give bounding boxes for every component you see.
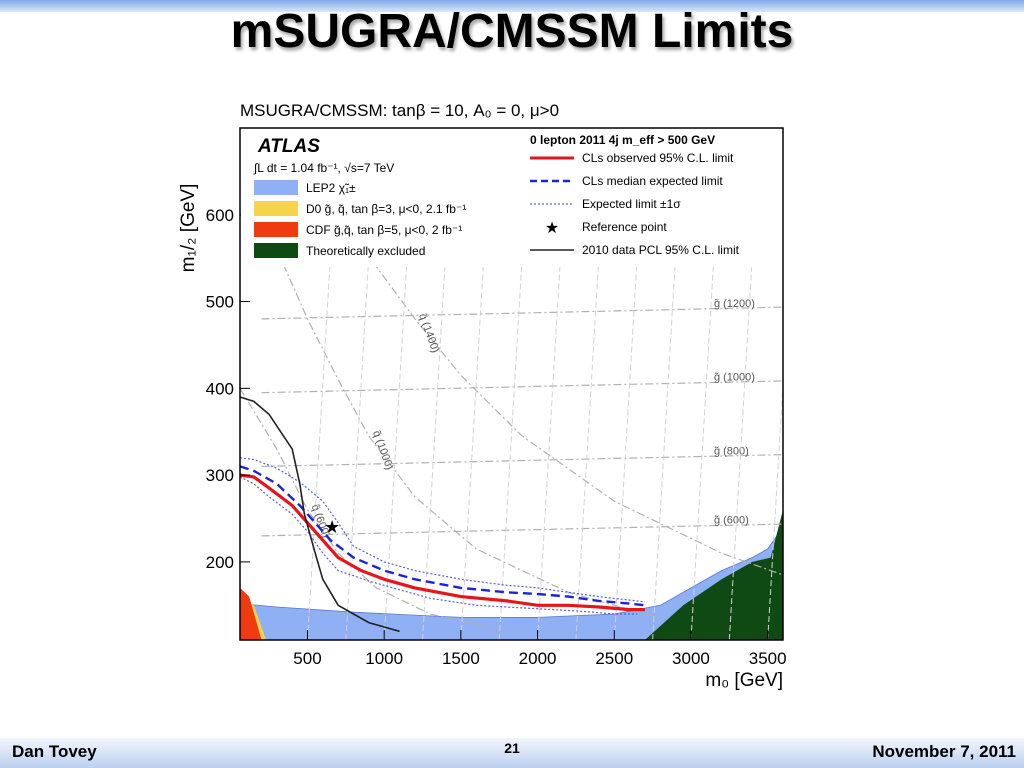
plot-frame [239,127,784,641]
legend-label-expected: CLs median expected limit [582,174,723,188]
gluino-contour-2 [261,380,783,394]
legend-background [241,129,782,267]
region-theory [644,509,783,640]
squark-contour-1 [276,249,661,619]
series-line-3 [240,476,638,615]
bottom-bar [0,738,1024,768]
y-tick-label-400: 400 [206,379,234,398]
x-tick-label-1500: 1500 [442,649,480,668]
series-line-2 [240,457,645,603]
x-tick-label-3000: 3000 [672,649,710,668]
gluino-contour-label-0: g̃ (600) [714,515,749,527]
gluino-contour-label-2: g̃ (1000) [714,372,755,384]
x-tick-label-500: 500 [293,649,321,668]
y-tick-label-300: 300 [206,466,234,485]
x-tick-label-2500: 2500 [595,649,633,668]
footer-author: Dan Tovey [12,742,97,761]
legend-swatch-lep2 [254,180,298,195]
gluino-contour-3 [261,306,783,320]
chart-title: MSUGRA/CMSSM: tanβ = 10, A₀ = 0, μ>0 [240,101,559,120]
y-tick-label-600: 600 [206,206,234,225]
x-tick-label-2000: 2000 [519,649,557,668]
series-line-1 [240,465,646,607]
x-tick-label-1000: 1000 [365,649,403,668]
legend-label-pcl: 2010 data PCL 95% C.L. limit [582,243,740,257]
slide-title: mSUGRA/CMSSM Limits [230,5,794,58]
y-tick-label-500: 500 [206,293,234,312]
y-axis-label: m₁/₂ [GeV] [178,184,199,273]
top-bar [0,0,1024,12]
legend-label-observed: CLs observed 95% C.L. limit [582,151,734,165]
luminosity-label: ∫L dt = 1.04 fb⁻¹, √s=7 TeV [253,161,394,175]
legend-marker-star: ★ [545,218,559,237]
legend-swatch-d0 [254,201,298,216]
legend-label-band: Expected limit ±1σ [582,197,681,211]
legend-swatch-theory [254,243,298,258]
region-cdf [240,587,262,640]
x-axis-label: m₀ [GeV] [705,670,783,691]
exclusion-plot: MSUGRA/CMSSM: tanβ = 10, A₀ = 0, μ>0 q̃ … [172,88,808,694]
legend-swatch-cdf [254,222,298,237]
legend-label-cdf: CDF g̃,q̃, tan β=5, μ<0, 2 fb⁻¹ [306,223,462,237]
reference-point-star: ★ [324,517,340,538]
legend-label-theory: Theoretically excluded [306,244,425,258]
gluino-contour-1 [261,454,783,467]
legend-label-lep2: LEP2 χ̃₁± [306,181,356,195]
y-tick-label-200: 200 [206,553,234,572]
grid-line-m0-3500 [767,375,783,640]
legend-label-d0: D0 g̃, q̃, tan β=3, μ<0, 2.1 fb⁻¹ [306,202,466,216]
squark-contour-0 [240,387,508,632]
gluino-contour-label-1: g̃ (800) [714,445,749,457]
series-line-4 [240,396,400,633]
experiment-label: ATLAS [257,136,320,157]
analysis-label: 0 lepton 2011 4j m_eff > 500 GeV [530,133,715,147]
gluino-contour-label-3: g̃ (1200) [714,298,755,310]
footer-date: November 7, 2011 [872,742,1016,761]
region-lep2 [240,526,783,640]
x-tick-label-3500: 3500 [749,649,787,668]
legend-label-star: Reference point [582,220,667,234]
gluino-contour-0 [261,523,783,537]
series-line-0 [240,473,645,612]
footer-page-number: 21 [504,740,520,756]
